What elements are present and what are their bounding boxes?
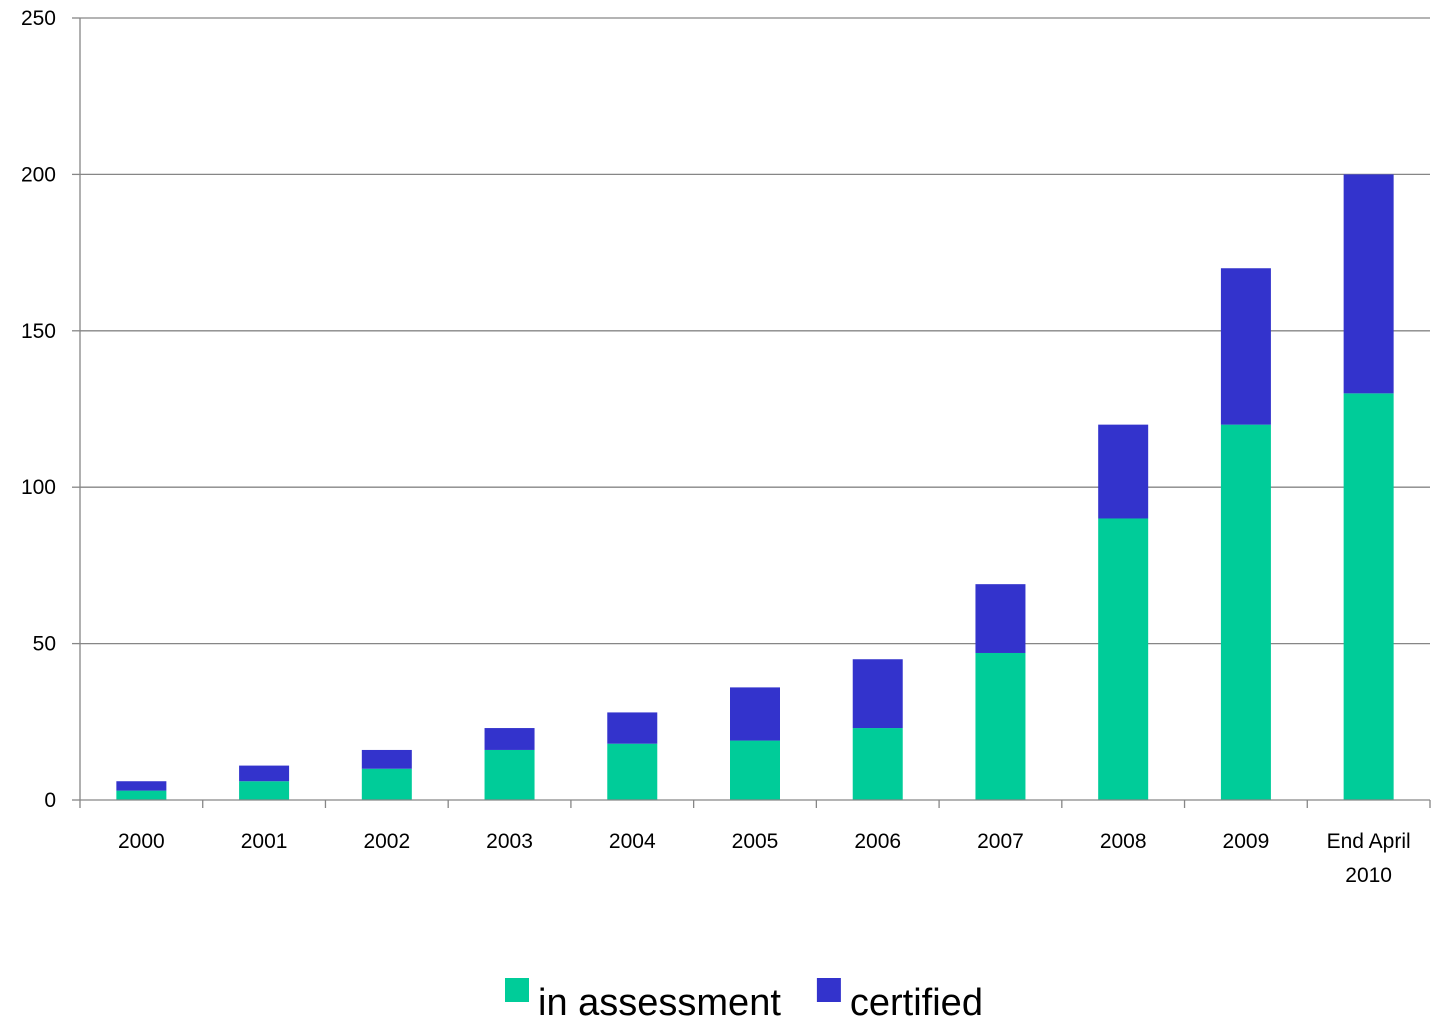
bar-certified [1343, 174, 1394, 394]
bar-certified [975, 584, 1026, 653]
y-tick-label: 0 [44, 789, 56, 812]
bars [116, 174, 1394, 800]
y-tick-labels: 0 50 100 150 200 250 [21, 7, 56, 812]
bar-certified [239, 765, 290, 782]
bar-in-assessment [239, 781, 290, 800]
bar-certified [852, 659, 903, 729]
bar-certified [607, 712, 658, 744]
legend-swatch [505, 978, 529, 1002]
x-tick-label: 2010 [1345, 864, 1392, 887]
bar-in-assessment [116, 790, 167, 800]
bar-in-assessment [484, 749, 535, 800]
legend-swatch [816, 978, 841, 1002]
bar-in-assessment [1220, 424, 1271, 800]
axes [72, 17, 1431, 808]
gridlines [80, 17, 1430, 645]
x-tick-label: 2009 [1223, 830, 1270, 853]
y-tick-label: 100 [21, 476, 56, 499]
bar-in-assessment [975, 652, 1026, 800]
x-tick-label: 2007 [977, 830, 1024, 853]
bar-certified [361, 749, 412, 769]
bar-in-assessment [1098, 518, 1149, 800]
bar-in-assessment [361, 768, 412, 800]
bar-certified [1098, 424, 1149, 519]
x-tick-label: 2002 [363, 830, 410, 853]
x-tick-label: 2001 [241, 830, 288, 853]
bar-in-assessment [852, 728, 903, 800]
x-tick-label: 2006 [854, 830, 901, 853]
legend: in assessment certified [505, 978, 983, 1020]
bar-in-assessment [1343, 393, 1394, 800]
x-tick-label: End April [1327, 830, 1411, 853]
y-tick-label: 250 [21, 7, 56, 30]
y-tick-label: 50 [33, 633, 56, 656]
legend-label: in assessment [538, 982, 781, 1020]
bar-certified [730, 687, 780, 741]
bar-in-assessment [607, 743, 658, 800]
y-tick-label: 200 [21, 163, 56, 186]
x-tick-labels: 2000 2001 2002 2003 2004 2005 2006 2007 2008 2009… [118, 830, 1411, 887]
bar-certified [116, 781, 167, 791]
legend-label: certified [850, 982, 983, 1020]
x-tick-label: 2003 [486, 830, 533, 853]
x-tick-label: 2008 [1100, 830, 1147, 853]
x-tick-label: 2004 [609, 830, 656, 853]
y-tick-label: 150 [21, 320, 56, 343]
x-tick-label: 2005 [732, 830, 779, 853]
bar-in-assessment [730, 740, 780, 800]
bar-certified [1220, 268, 1271, 425]
x-tick-label: 2000 [118, 830, 165, 853]
bar-certified [484, 728, 535, 750]
